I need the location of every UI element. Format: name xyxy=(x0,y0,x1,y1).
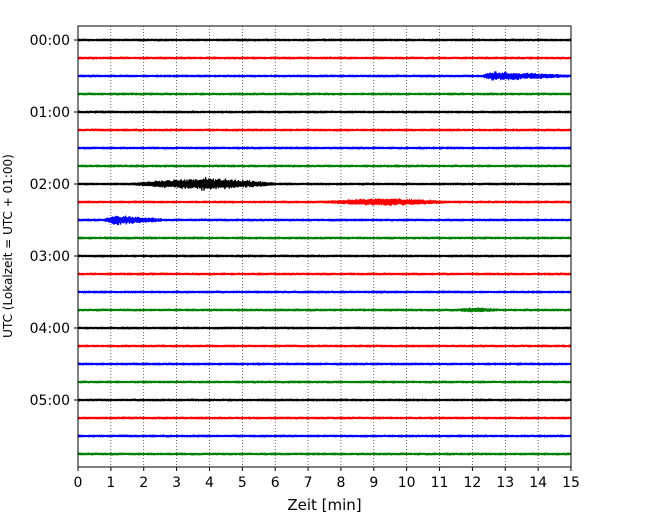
trace-row-19 xyxy=(77,380,572,384)
trace-row-10 xyxy=(77,215,572,226)
y-axis: 00:00 01:00 02:00 03:00 04:00 05:00 xyxy=(30,33,78,409)
y-tick-label: 05:00 xyxy=(30,393,70,409)
trace-group xyxy=(77,38,572,456)
trace-row-5 xyxy=(77,128,572,132)
x-tick-label: 10 xyxy=(398,475,416,491)
x-tick-label: 4 xyxy=(205,475,214,491)
trace-row-21 xyxy=(77,416,572,420)
x-tick-label: 2 xyxy=(139,475,148,491)
x-tick-label: 9 xyxy=(369,475,378,491)
y-tick-label: 00:00 xyxy=(30,33,70,49)
x-tick-label: 11 xyxy=(431,475,449,491)
trace-row-2 xyxy=(77,71,572,81)
trace-row-4 xyxy=(77,110,572,114)
x-axis: 0 1 2 3 4 5 6 7 8 9 10 11 12 13 14 15 xyxy=(74,467,580,491)
x-tick-label: 8 xyxy=(336,475,345,491)
trace-row-18 xyxy=(77,362,572,366)
trace-row-1 xyxy=(77,56,572,60)
y-tick-label: 02:00 xyxy=(30,177,70,193)
trace-row-8 xyxy=(77,176,572,191)
y-tick-label: 03:00 xyxy=(30,249,70,265)
trace-row-16 xyxy=(77,326,572,330)
trace-row-13 xyxy=(77,272,572,276)
y-tick-label: 01:00 xyxy=(30,105,70,121)
trace-row-12 xyxy=(77,254,572,258)
trace-row-14 xyxy=(77,290,572,294)
x-tick-label: 14 xyxy=(529,475,547,491)
plot-frame xyxy=(77,25,572,468)
trace-row-3 xyxy=(77,92,572,96)
trace-row-11 xyxy=(77,236,572,240)
x-tick-label: 7 xyxy=(304,475,313,491)
y-tick-label: 04:00 xyxy=(30,321,70,337)
trace-row-6 xyxy=(77,146,572,150)
x-tick-label: 0 xyxy=(74,475,83,491)
trace-row-23 xyxy=(77,452,572,456)
x-tick-label: 3 xyxy=(172,475,181,491)
x-tick-label: 13 xyxy=(496,475,514,491)
trace-row-7 xyxy=(77,164,572,168)
x-tick-label: 6 xyxy=(271,475,280,491)
trace-row-17 xyxy=(77,344,572,348)
trace-row-15 xyxy=(77,307,572,313)
x-tick-label: 1 xyxy=(106,475,115,491)
x-tick-label: 15 xyxy=(562,475,580,491)
trace-row-22 xyxy=(77,434,572,438)
y-axis-label: UTC (Lokalzeit = UTC + 01:00) xyxy=(1,154,15,338)
x-tick-label: 12 xyxy=(463,475,481,491)
x-axis-label: Zeit [min] xyxy=(287,496,361,514)
trace-row-20 xyxy=(77,398,572,402)
x-tick-label: 5 xyxy=(238,475,247,491)
trace-row-9 xyxy=(77,198,572,207)
trace-row-0 xyxy=(77,38,572,42)
